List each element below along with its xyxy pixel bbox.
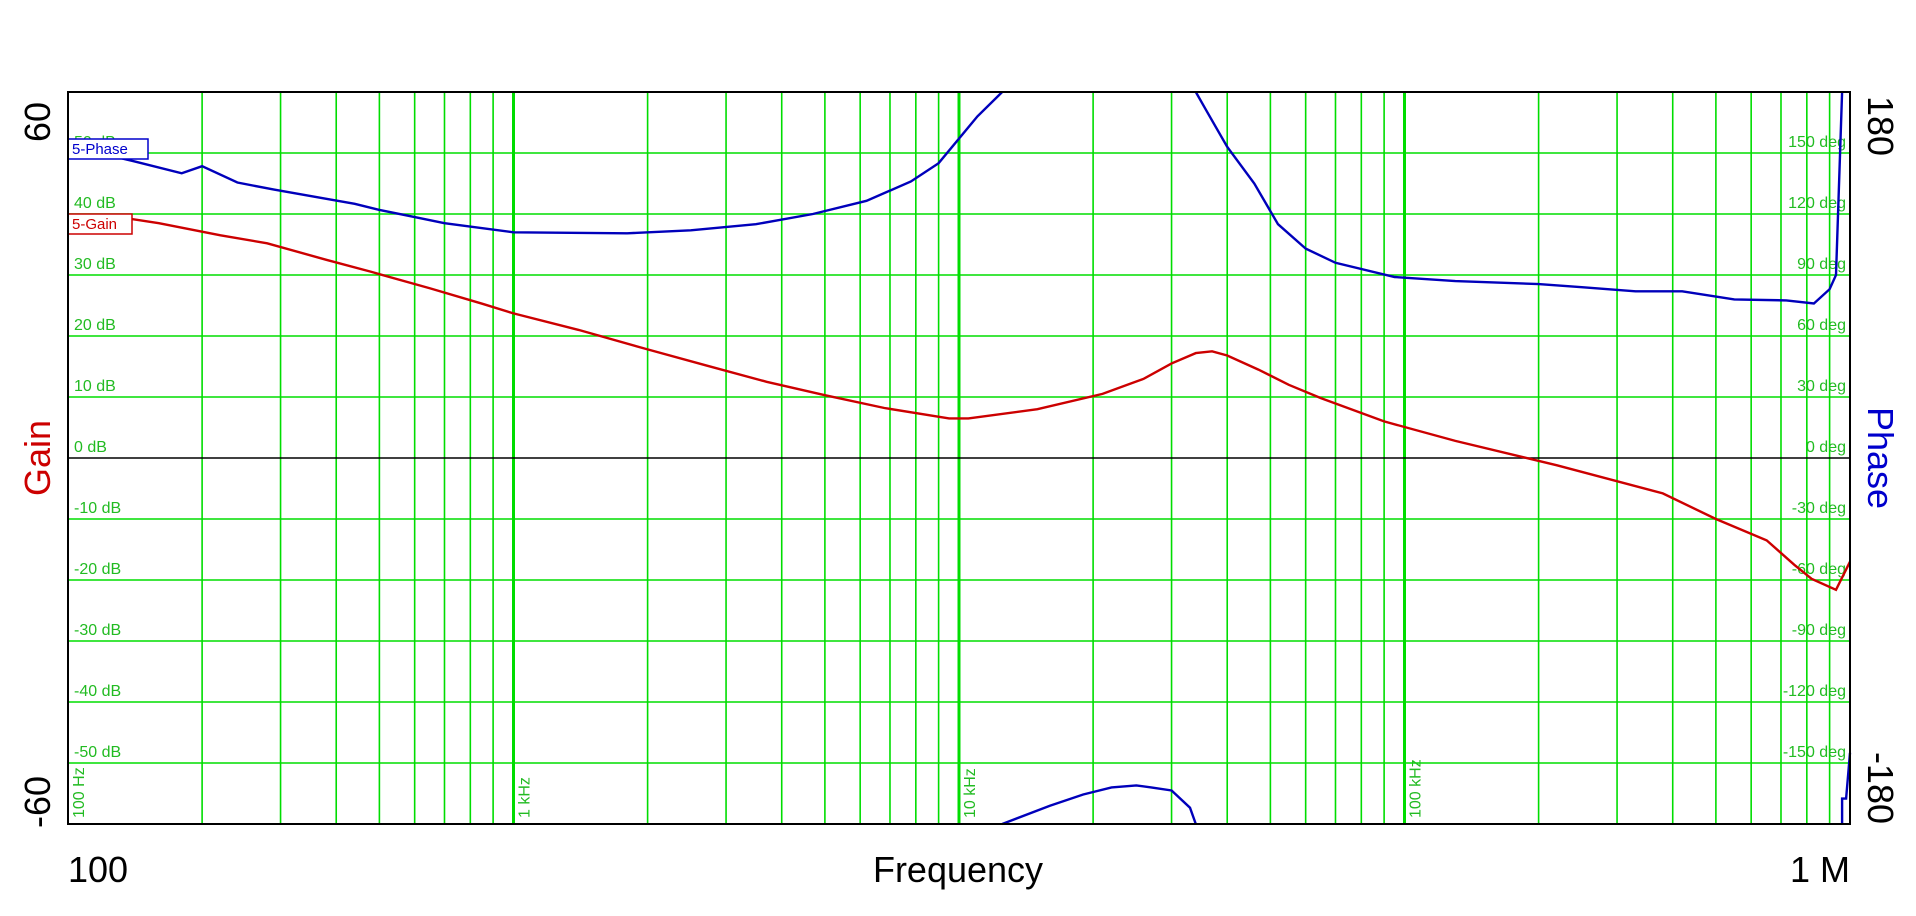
- y-left-tick-label: -40 dB: [74, 683, 121, 700]
- phase-curve: [1840, 752, 1852, 824]
- x-decade-label: 100 Hz: [71, 767, 88, 818]
- y-left-axis-title: Gain: [17, 420, 58, 496]
- x-decade-label: 1 kHz: [517, 777, 534, 818]
- y-left-top-label: 60: [17, 102, 58, 142]
- y-right-tick-label: -120 deg: [1783, 683, 1846, 700]
- grid: [68, 92, 1850, 824]
- y-left-tick-label: 40 dB: [74, 195, 116, 212]
- y-left-bottom-label: -60: [17, 776, 58, 828]
- legend-label: 5-Gain: [72, 216, 117, 233]
- y-left-tick-label: 0 dB: [74, 439, 107, 456]
- y-right-tick-label: -90 deg: [1792, 622, 1846, 639]
- y-right-tick-label: 30 deg: [1797, 378, 1846, 395]
- y-left-tick-label: -30 dB: [74, 622, 121, 639]
- y-left-tick-label: -10 dB: [74, 500, 121, 517]
- phase-curve: [67, 91, 1004, 235]
- y-left-tick-label: 20 dB: [74, 317, 116, 334]
- x-axis-title: Frequency: [873, 849, 1043, 890]
- x-decade-label: 100 kHz: [1408, 759, 1425, 818]
- y-left-tick-label: -50 dB: [74, 744, 121, 761]
- legend-gain: 5-Gain: [67, 213, 133, 235]
- y-left-tick-label: 30 dB: [74, 256, 116, 273]
- y-right-tick-label: -30 deg: [1792, 500, 1846, 517]
- x-axis-start-label: 100: [68, 849, 128, 890]
- gain-curve: [67, 214, 1852, 592]
- y-left-tick-label: 10 dB: [74, 378, 116, 395]
- phase-curve: [1194, 91, 1844, 305]
- plot-frame: [67, 91, 1851, 825]
- legend-phase: 5-Phase: [67, 138, 149, 160]
- y-right-axis-title: Phase: [1860, 407, 1901, 509]
- legend: 5-Phase 5-Gain: [67, 138, 149, 235]
- y-left-tick-label: -20 dB: [74, 561, 121, 578]
- y-right-tick-label: 90 deg: [1797, 256, 1846, 273]
- y-right-tick-label: 120 deg: [1788, 195, 1846, 212]
- y-right-tick-label: -150 deg: [1783, 744, 1846, 761]
- phase-curve: [1001, 784, 1197, 826]
- x-decade-label: 10 kHz: [962, 768, 979, 818]
- y-right-tick-label: 0 deg: [1806, 439, 1846, 456]
- y-right-top-label: 180: [1860, 96, 1901, 156]
- y-right-tick-label: 60 deg: [1797, 317, 1846, 334]
- y-right-bottom-label: -180: [1860, 752, 1901, 824]
- x-axis-end-label: 1 M: [1790, 849, 1850, 890]
- legend-label: 5-Phase: [72, 141, 128, 158]
- series: [67, 91, 1852, 826]
- y-right-tick-label: 150 deg: [1788, 134, 1846, 151]
